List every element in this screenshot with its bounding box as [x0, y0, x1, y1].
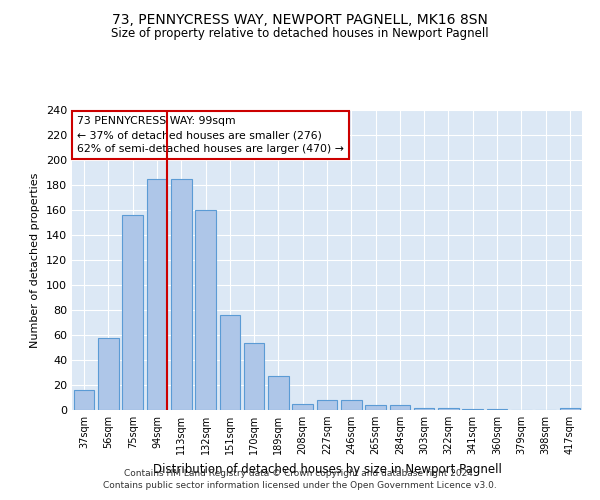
Bar	[74, 390, 94, 410]
Bar	[146, 179, 167, 410]
Text: Contains public sector information licensed under the Open Government Licence v3: Contains public sector information licen…	[103, 481, 497, 490]
Bar	[220, 315, 240, 410]
Bar	[560, 408, 580, 410]
Text: Size of property relative to detached houses in Newport Pagnell: Size of property relative to detached ho…	[111, 28, 489, 40]
Bar	[487, 409, 508, 410]
Text: Contains HM Land Registry data © Crown copyright and database right 2024.: Contains HM Land Registry data © Crown c…	[124, 468, 476, 477]
X-axis label: Distribution of detached houses by size in Newport Pagnell: Distribution of detached houses by size …	[152, 462, 502, 475]
Bar	[389, 405, 410, 410]
Bar	[292, 404, 313, 410]
Bar	[463, 409, 483, 410]
Bar	[98, 338, 119, 410]
Bar	[317, 400, 337, 410]
Bar	[341, 400, 362, 410]
Bar	[244, 342, 265, 410]
Bar	[171, 179, 191, 410]
Bar	[268, 376, 289, 410]
Bar	[438, 408, 459, 410]
Text: 73, PENNYCRESS WAY, NEWPORT PAGNELL, MK16 8SN: 73, PENNYCRESS WAY, NEWPORT PAGNELL, MK1…	[112, 12, 488, 26]
Bar	[414, 408, 434, 410]
Y-axis label: Number of detached properties: Number of detached properties	[31, 172, 40, 348]
Bar	[195, 210, 216, 410]
Bar	[122, 215, 143, 410]
Text: 73 PENNYCRESS WAY: 99sqm
← 37% of detached houses are smaller (276)
62% of semi-: 73 PENNYCRESS WAY: 99sqm ← 37% of detach…	[77, 116, 344, 154]
Bar	[365, 405, 386, 410]
